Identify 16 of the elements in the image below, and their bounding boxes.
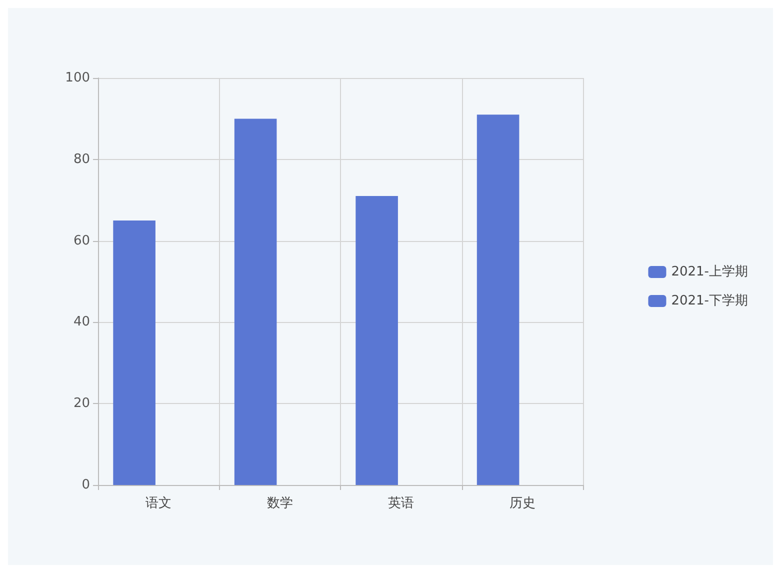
legend-label: 2021-上学期	[671, 264, 748, 280]
y-tick-label: 100	[65, 70, 90, 86]
x-tick-label: 英语	[388, 496, 414, 511]
bar	[476, 114, 520, 485]
bar	[113, 220, 156, 485]
y-tick-label: 40	[73, 314, 90, 330]
y-tick-label: 20	[73, 396, 90, 412]
bar	[356, 196, 398, 485]
y-tick-label: 60	[73, 233, 90, 248]
x-tick-label: 历史	[509, 496, 536, 511]
bar	[234, 118, 277, 485]
x-tick-label: 语文	[146, 496, 172, 511]
y-tick-label: 80	[73, 152, 90, 167]
legend-label: 2021-下学期	[671, 294, 748, 308]
y-tick-label: 0	[82, 478, 90, 492]
x-tick-label: 数学	[266, 496, 293, 511]
